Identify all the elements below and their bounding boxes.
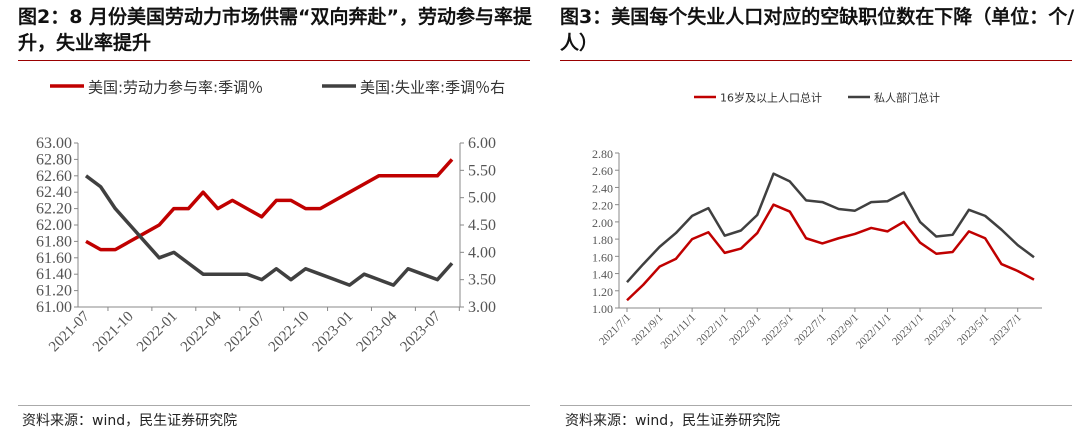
left-x-tick-label: 2022-10 bbox=[266, 309, 313, 356]
right-x-tick-label: 2023/3/1 bbox=[923, 312, 959, 348]
right-x-tick-label: 2022/5/1 bbox=[760, 312, 796, 348]
left-y2-tick-label: 4.00 bbox=[468, 244, 496, 261]
left-y2-tick-label: 3.00 bbox=[468, 299, 496, 316]
right-y-tick-label: 1.60 bbox=[592, 250, 613, 264]
right-x-tick-label: 2021/7/1 bbox=[597, 312, 633, 348]
left-y-tick-label: 63.00 bbox=[36, 135, 72, 152]
right-source: 资料来源：wind，民生证券研究院 bbox=[565, 413, 781, 429]
left-y-tick-label: 62.80 bbox=[36, 151, 72, 168]
left-y2-tick-label: 4.50 bbox=[468, 217, 496, 234]
right-x-tick-label: 2021/11/1 bbox=[658, 312, 698, 352]
left-x-tick-label: 2022-07 bbox=[222, 308, 269, 355]
left-x-tick-label: 2023-01 bbox=[310, 309, 357, 356]
right-y-tick-label: 2.40 bbox=[592, 181, 613, 195]
left-legend-label: 美国:失业率:季调％右 bbox=[360, 79, 505, 97]
left-x-tick-label: 2023-04 bbox=[354, 308, 401, 355]
left-legend-label: 美国:劳动力参与率:季调％ bbox=[88, 79, 263, 97]
left-x-tick-label: 2023-07 bbox=[398, 308, 445, 355]
right-legend-label: 16岁及以上人口总计 bbox=[720, 91, 822, 105]
left-y2-tick-label: 3.50 bbox=[468, 272, 496, 289]
right-x-tick-label: 2022/1/1 bbox=[695, 312, 731, 348]
left-y-tick-label: 62.20 bbox=[36, 201, 72, 218]
right-series-line-1 bbox=[626, 172, 1035, 284]
right-y-tick-label: 2.00 bbox=[592, 216, 613, 230]
left-series-line-0 bbox=[85, 158, 454, 252]
right-y-tick-label: 1.00 bbox=[592, 302, 613, 316]
right-y-tick-label: 1.40 bbox=[592, 268, 613, 282]
right-y-tick-label: 1.80 bbox=[592, 233, 613, 247]
right-y-tick-label: 1.20 bbox=[592, 285, 613, 299]
left-y-tick-label: 61.60 bbox=[36, 250, 72, 267]
left-source: 资料来源：wind，民生证券研究院 bbox=[22, 413, 238, 429]
right-title-rule bbox=[560, 60, 1072, 61]
left-x-tick-label: 2021-10 bbox=[90, 309, 137, 356]
left-series-line-1 bbox=[84, 174, 454, 287]
left-y-tick-label: 62.60 bbox=[36, 168, 72, 185]
right-x-tick-label: 2022/11/1 bbox=[854, 312, 894, 352]
left-y-tick-label: 62.40 bbox=[36, 184, 72, 201]
right-y-tick-label: 2.80 bbox=[592, 147, 613, 161]
right-x-tick-label: 2022/3/1 bbox=[727, 312, 763, 348]
left-x-tick-label: 2022-04 bbox=[178, 308, 225, 355]
left-chart-title: 图2：8 月份美国劳动力市场供需“双向奔赴”，劳动参与率提升，失业率提升 bbox=[18, 6, 533, 54]
right-y-tick-label: 2.20 bbox=[592, 199, 613, 213]
right-x-tick-label: 2023/7/1 bbox=[988, 312, 1024, 348]
right-x-tick-label: 2023/1/1 bbox=[890, 312, 926, 348]
right-series-line-0 bbox=[626, 203, 1035, 302]
right-chart-title: 图3：美国每个失业人口对应的空缺职位数在下降（单位：个/人） bbox=[560, 6, 1075, 54]
left-y2-tick-label: 5.50 bbox=[468, 162, 496, 179]
left-x-tick-label: 2022-01 bbox=[134, 309, 181, 356]
right-y-tick-label: 2.60 bbox=[592, 164, 613, 178]
left-y-tick-label: 61.00 bbox=[36, 299, 72, 316]
left-y-tick-label: 61.80 bbox=[36, 233, 72, 250]
right-x-tick-label: 2022/7/1 bbox=[792, 312, 828, 348]
left-y-tick-label: 62.00 bbox=[36, 217, 72, 234]
left-y-tick-label: 61.40 bbox=[36, 266, 72, 283]
right-source-rule bbox=[560, 405, 1072, 406]
left-source-rule bbox=[18, 405, 530, 406]
left-y2-tick-label: 6.00 bbox=[468, 135, 496, 152]
left-title-rule bbox=[18, 60, 530, 61]
left-y2-tick-label: 5.00 bbox=[468, 190, 496, 207]
right-x-tick-label: 2023/5/1 bbox=[955, 312, 991, 348]
right-legend-label: 私人部门总计 bbox=[874, 91, 940, 105]
left-y-tick-label: 61.20 bbox=[36, 283, 72, 300]
